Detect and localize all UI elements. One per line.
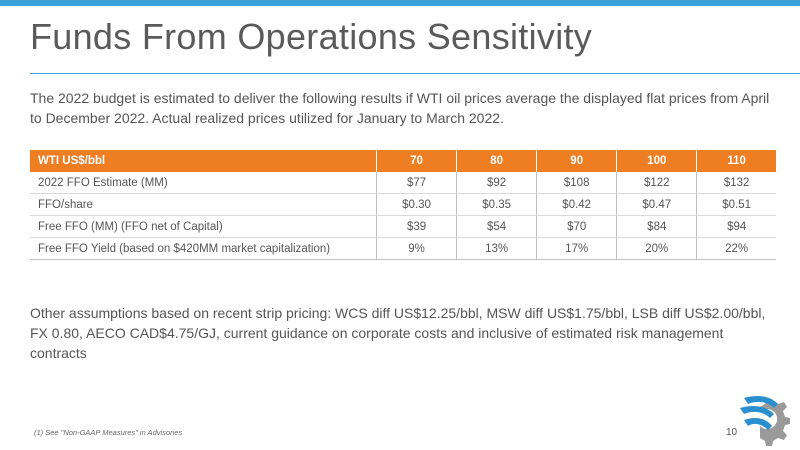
- table-cell: $0.35: [456, 193, 538, 216]
- table-cell: $0.47: [616, 193, 698, 216]
- table-cell: $0.30: [376, 193, 458, 216]
- row-label: 2022 FFO Estimate (MM): [30, 172, 377, 194]
- header-cell: 70: [376, 150, 458, 172]
- header-cell: 90: [536, 150, 618, 172]
- top-accent-bar: [0, 0, 800, 6]
- table-cell: $94: [696, 215, 776, 238]
- page-number: 10: [726, 427, 738, 438]
- header-cell: 110: [696, 150, 776, 172]
- table-cell: $0.42: [536, 193, 618, 216]
- table-cell: $84: [616, 215, 698, 238]
- header-cell: WTI US$/bbl: [30, 150, 377, 172]
- table-row: 2022 FFO Estimate (MM) $77 $92 $108 $122…: [30, 172, 776, 194]
- page-title: Funds From Operations Sensitivity: [30, 16, 593, 57]
- table-row: Free FFO Yield (based on $420MM market c…: [30, 237, 776, 260]
- assumptions-paragraph: Other assumptions based on recent strip …: [30, 305, 766, 361]
- table-row: FFO/share $0.30 $0.35 $0.42 $0.47 $0.51: [30, 193, 776, 216]
- table-cell: $77: [376, 172, 458, 194]
- table-cell: $132: [696, 172, 776, 194]
- sensitivity-table: WTI US$/bbl 70 80 90 100 110 2022 FFO Es…: [30, 150, 776, 260]
- table-cell: $54: [456, 215, 538, 238]
- table-cell: 17%: [536, 237, 618, 260]
- header-cell: 80: [456, 150, 538, 172]
- table-cell: 20%: [616, 237, 698, 260]
- row-label: Free FFO Yield (based on $420MM market c…: [30, 237, 377, 260]
- row-label: FFO/share: [30, 193, 377, 216]
- header-cell: 100: [616, 150, 698, 172]
- gear-logo-icon: [740, 396, 790, 446]
- table-cell: 22%: [696, 237, 776, 260]
- row-label: Free FFO (MM) (FFO net of Capital): [30, 215, 377, 238]
- table-cell: $92: [456, 172, 538, 194]
- table-cell: $108: [536, 172, 618, 194]
- table-cell: $70: [536, 215, 618, 238]
- table-cell: $39: [376, 215, 458, 238]
- table-row: Free FFO (MM) (FFO net of Capital) $39 $…: [30, 215, 776, 238]
- intro-paragraph: The 2022 budget is estimated to deliver …: [30, 90, 770, 126]
- title-divider: [30, 73, 800, 74]
- table-header-row: WTI US$/bbl 70 80 90 100 110: [30, 150, 776, 172]
- footnote: (1) See "Non-GAAP Measures" in Advisorie…: [34, 428, 183, 437]
- table-cell: $122: [616, 172, 698, 194]
- table-cell: 13%: [456, 237, 538, 260]
- table-cell: 9%: [376, 237, 458, 260]
- table-cell: $0.51: [696, 193, 776, 216]
